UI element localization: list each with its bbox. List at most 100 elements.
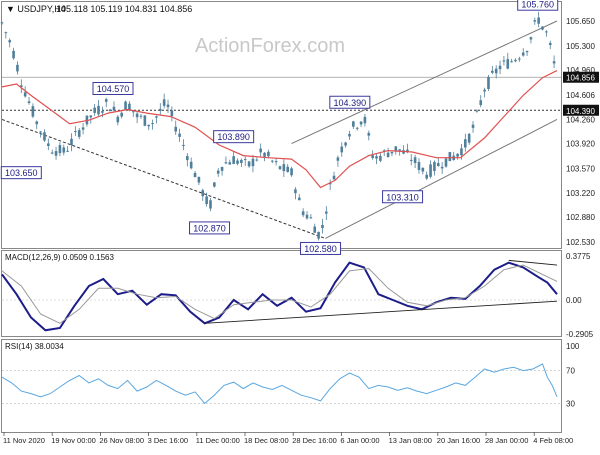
candle-body xyxy=(27,101,31,104)
candle-body xyxy=(429,164,432,177)
x-tick-label: 11 Dec 00:00 xyxy=(196,436,240,445)
candle-body xyxy=(93,107,96,113)
candle-body xyxy=(120,112,123,117)
candle-body xyxy=(494,68,498,74)
candle-body xyxy=(301,211,305,216)
level-price-tag-text: 104.390 xyxy=(566,107,595,116)
candle-body xyxy=(297,197,301,201)
moving-average-line xyxy=(1,70,558,189)
x-tick-label: 3 Dec 16:00 xyxy=(148,436,188,445)
candle-body xyxy=(382,150,386,152)
candle-body xyxy=(240,159,243,164)
candle-body xyxy=(282,164,286,172)
price-label-text: 103.890 xyxy=(217,132,250,142)
candle-body xyxy=(224,162,228,164)
candle-body xyxy=(74,131,77,133)
candle-body xyxy=(16,64,19,72)
candle-body xyxy=(213,182,216,187)
chart-header-ohlc: 105.118 105.119 104.831 104.856 xyxy=(56,4,192,14)
candle-body xyxy=(31,106,35,117)
candle-body xyxy=(467,133,471,143)
candle-body xyxy=(251,158,255,167)
candle-body xyxy=(440,166,444,169)
candle-body xyxy=(487,76,490,89)
price-label-text: 104.570 xyxy=(97,84,130,94)
candle-body xyxy=(228,162,232,165)
price-label-text: 102.580 xyxy=(304,244,337,254)
candle-body xyxy=(263,152,266,157)
price-label-box xyxy=(517,0,559,11)
price-label-box xyxy=(382,190,424,204)
candle-body xyxy=(417,161,421,170)
candle-body xyxy=(166,104,170,108)
candle-body xyxy=(189,161,193,169)
x-tick-label: 6 Jan 00:00 xyxy=(340,436,379,445)
price-tick-label: 103.220 xyxy=(566,189,595,198)
candle-body xyxy=(321,224,324,228)
watermark: ActionForex.com xyxy=(195,35,345,57)
candle-body xyxy=(425,174,428,179)
price-tick-label: 103.570 xyxy=(566,164,595,173)
candle-body xyxy=(116,116,120,123)
candle-body xyxy=(332,175,336,180)
candle-body xyxy=(135,113,139,118)
candle-body xyxy=(197,176,201,183)
candle-body xyxy=(247,161,251,167)
candle-body xyxy=(35,121,39,125)
candle-body xyxy=(525,51,529,53)
candle-body xyxy=(483,89,486,92)
price-label-text: 103.310 xyxy=(386,192,419,202)
candle-body xyxy=(62,147,66,153)
candle-body xyxy=(178,133,181,137)
candle-body xyxy=(456,153,459,157)
price-label-102870: 102.870 xyxy=(189,221,231,235)
candle-body xyxy=(510,61,513,63)
x-tick-label: 13 Jan 08:00 xyxy=(389,436,432,445)
x-tick-label: 4 Feb 08:00 xyxy=(533,436,573,445)
rsi-title: RSI(14) 38.0034 xyxy=(5,342,64,351)
candle-body xyxy=(54,151,58,156)
macd-tick-label: -0.2905 xyxy=(566,330,594,339)
candle-body xyxy=(313,226,317,233)
candle-body xyxy=(502,60,506,62)
candle-body xyxy=(309,217,313,219)
candle-body xyxy=(548,42,552,45)
macd-panel-frame xyxy=(1,250,562,337)
candle-body xyxy=(514,59,517,62)
x-tick-label: 11 Nov 2020 xyxy=(3,436,45,445)
candle-body xyxy=(367,132,371,136)
price-tick-label: 104.260 xyxy=(566,115,595,124)
price-tick-label: 102.530 xyxy=(566,238,595,247)
candle-body xyxy=(529,37,533,40)
rsi-tick-label: 30 xyxy=(566,399,575,408)
candle-body xyxy=(545,31,548,33)
candle-body xyxy=(47,143,50,146)
candle-body xyxy=(533,20,537,22)
candle-body xyxy=(70,138,73,146)
candle-body xyxy=(325,211,328,214)
candle-body xyxy=(39,131,42,133)
candle-body xyxy=(162,99,166,106)
macd-series-signal xyxy=(1,264,558,324)
x-tick-label: 28 Jan 00:00 xyxy=(485,436,528,445)
candle-body xyxy=(386,152,390,158)
x-tick-label: 20 Jan 16:00 xyxy=(437,436,480,445)
candle-body xyxy=(336,157,340,161)
candle-body xyxy=(355,127,359,129)
candle-body xyxy=(398,149,401,151)
candle-body xyxy=(379,155,382,161)
candle-body xyxy=(460,148,463,156)
candle-body xyxy=(375,156,378,159)
candle-body xyxy=(274,161,278,163)
candle-body xyxy=(552,61,556,64)
candle-body xyxy=(232,156,235,164)
price-label-box xyxy=(329,95,371,109)
candle-body xyxy=(236,160,239,164)
candle-body xyxy=(286,166,290,173)
candle-body xyxy=(4,32,8,34)
candle-body xyxy=(518,58,521,60)
candle-body xyxy=(77,130,81,137)
candle-body xyxy=(81,127,85,130)
candle-body xyxy=(8,40,12,43)
candle-body xyxy=(143,115,147,126)
